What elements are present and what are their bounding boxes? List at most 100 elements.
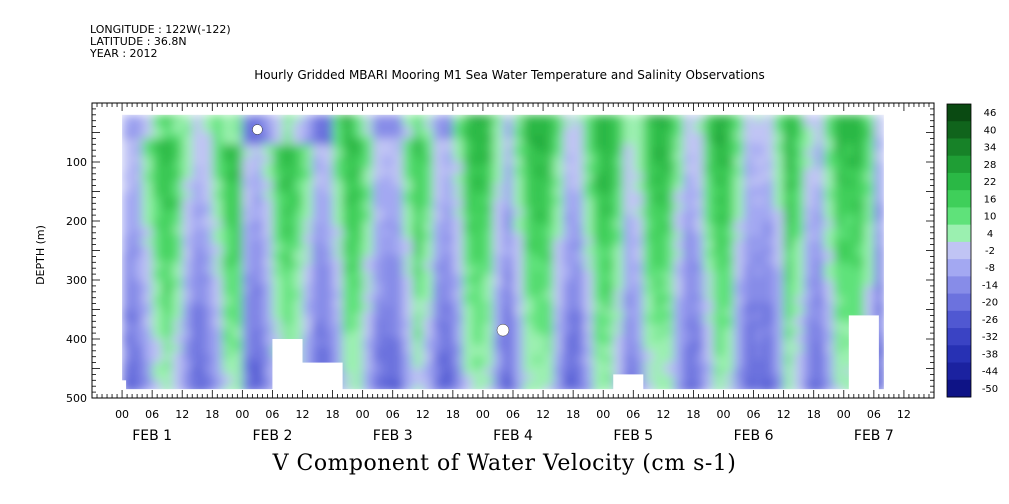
field-cell <box>272 262 284 270</box>
field-cell <box>242 167 254 175</box>
field-cell <box>633 238 645 246</box>
field-cell <box>613 303 625 311</box>
field-cell <box>783 132 795 140</box>
field-cell <box>553 238 565 246</box>
field-cell <box>442 327 454 335</box>
field-cell <box>422 344 434 352</box>
field-cell <box>673 268 685 276</box>
field-cell <box>122 203 134 211</box>
field-cell <box>382 114 394 122</box>
field-cell <box>172 226 184 234</box>
field-cell <box>693 321 705 329</box>
field-cell <box>853 144 865 152</box>
field-cell <box>162 203 174 211</box>
field-cell <box>643 120 655 128</box>
field-cell <box>723 197 735 205</box>
field-cell <box>813 356 825 364</box>
field-cell <box>502 238 514 246</box>
field-cell <box>372 132 384 140</box>
field-cell <box>743 162 755 169</box>
field-cell <box>693 197 705 205</box>
field-cell <box>392 173 404 181</box>
field-cell <box>312 150 324 158</box>
field-cell <box>773 262 785 270</box>
field-cell <box>723 120 735 128</box>
field-cell <box>813 114 825 122</box>
field-cell <box>362 339 374 346</box>
colorbar-swatch <box>947 293 971 312</box>
field-cell <box>513 185 525 193</box>
field-cell <box>322 297 334 305</box>
field-cell <box>292 221 304 228</box>
field-cell <box>282 238 294 246</box>
y-tick-label: 300 <box>66 274 87 287</box>
field-cell <box>693 167 705 175</box>
field-cell <box>392 226 404 234</box>
field-cell <box>723 179 735 187</box>
field-cell <box>372 197 384 205</box>
field-cell <box>833 167 845 175</box>
field-cell <box>833 327 845 335</box>
field-cell <box>152 221 164 228</box>
field-cell <box>432 126 444 134</box>
field-cell <box>192 132 204 140</box>
field-cell <box>653 274 665 281</box>
field-cell <box>733 226 745 234</box>
field-cell <box>182 138 194 146</box>
field-cell <box>753 339 765 346</box>
field-cell <box>613 238 625 246</box>
field-cell <box>392 344 404 352</box>
field-cell <box>693 156 705 163</box>
field-cell <box>713 215 725 222</box>
field-cell <box>172 285 184 293</box>
field-cell <box>362 167 374 175</box>
field-cell <box>372 339 384 346</box>
field-cell <box>823 321 835 329</box>
field-cell <box>182 203 194 211</box>
field-cell <box>382 150 394 158</box>
field-cell <box>813 339 825 346</box>
field-cell <box>573 268 585 276</box>
field-cell <box>643 250 655 258</box>
field-cell <box>763 362 775 370</box>
field-cell <box>823 244 835 252</box>
field-cell <box>372 344 384 352</box>
field-cell <box>653 156 665 163</box>
field-cell <box>172 368 184 376</box>
field-cell <box>773 285 785 293</box>
field-cell <box>212 232 224 240</box>
field-cell <box>553 226 565 234</box>
field-cell <box>673 226 685 234</box>
field-cell <box>162 285 174 293</box>
field-cell <box>723 126 735 134</box>
field-cell <box>172 350 184 358</box>
field-cell <box>573 339 585 346</box>
field-cell <box>222 297 234 305</box>
field-cell <box>653 179 665 187</box>
field-cell <box>663 274 675 281</box>
field-cell <box>743 256 755 264</box>
field-cell <box>192 368 204 376</box>
field-cell <box>262 173 274 181</box>
field-cell <box>182 120 194 128</box>
field-cell <box>182 215 194 222</box>
field-cell <box>613 232 625 240</box>
field-cell <box>302 156 314 163</box>
field-cell <box>733 362 745 370</box>
field-cell <box>643 280 655 287</box>
field-cell <box>873 238 885 246</box>
field-cell <box>462 374 474 382</box>
x-tick-label: 12 <box>777 408 791 421</box>
field-cell <box>372 138 384 146</box>
field-cell <box>462 274 474 281</box>
field-cell <box>553 315 565 323</box>
field-cell <box>462 167 474 175</box>
field-cell <box>753 138 765 146</box>
field-cell <box>462 285 474 293</box>
field-cell <box>402 350 414 358</box>
field-cell <box>823 167 835 175</box>
field-cell <box>713 268 725 276</box>
field-cell <box>172 126 184 134</box>
field-cell <box>272 221 284 228</box>
field-cell <box>422 303 434 311</box>
